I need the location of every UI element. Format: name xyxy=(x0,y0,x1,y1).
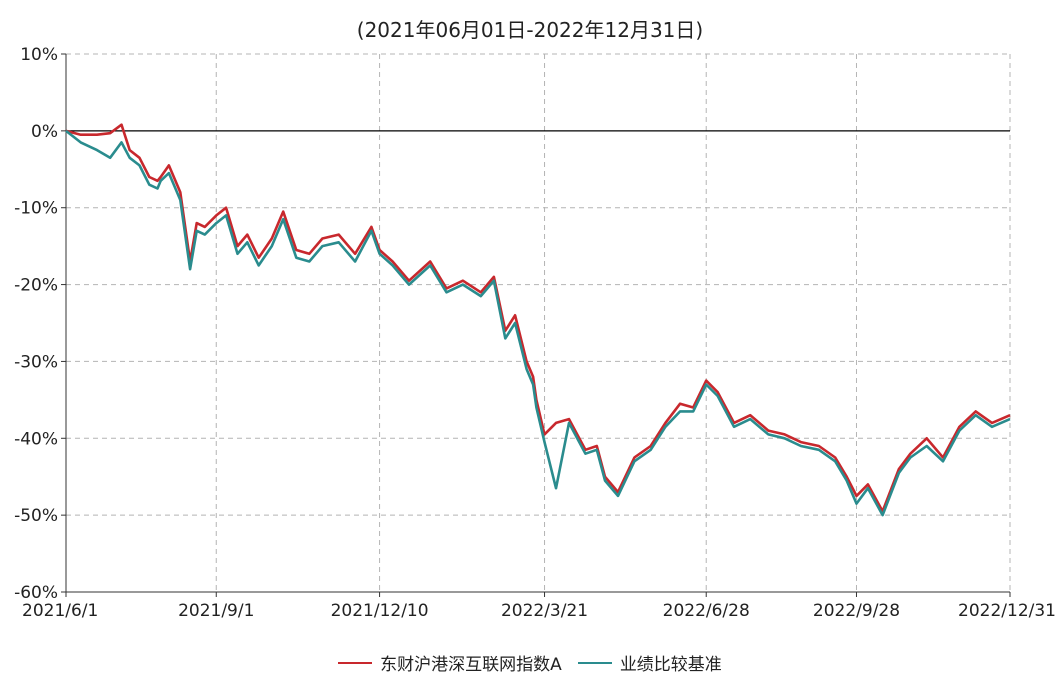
legend-swatch-fund xyxy=(338,661,373,664)
y-tick-label: 0% xyxy=(31,122,58,142)
x-tick-label: 2022/9/28 xyxy=(813,601,900,621)
axes xyxy=(61,53,1011,597)
y-tick-label: -50% xyxy=(14,506,58,526)
x-tick-label: 2021/6/1 xyxy=(22,601,98,621)
x-tick-label: 2021/12/10 xyxy=(331,601,429,621)
grid-lines xyxy=(66,53,1011,592)
y-tick-label: -30% xyxy=(14,352,58,372)
y-axis-tick-labels: 10% 0% -10% -20% -30% -40% -50% -60% xyxy=(14,45,58,603)
y-tick-label: -20% xyxy=(14,276,58,296)
series-lines xyxy=(65,123,1011,517)
x-tick-label: 2021/9/1 xyxy=(178,601,254,621)
x-tick-label: 2022/12/31 xyxy=(958,601,1056,621)
x-tick-label: 2022/6/28 xyxy=(663,601,750,621)
legend-label-benchmark: 业绩比较基准 xyxy=(619,655,722,675)
legend-swatch-benchmark xyxy=(577,661,612,664)
legend: 东财沪港深互联网指数A 业绩比较基准 xyxy=(0,650,1060,675)
legend-item-benchmark: 业绩比较基准 xyxy=(577,650,722,675)
series-line-benchmark xyxy=(65,129,1011,517)
legend-item-fund: 东财沪港深互联网指数A xyxy=(338,650,562,675)
legend-label-fund: 东财沪港深互联网指数A xyxy=(380,655,562,675)
y-tick-label: -60% xyxy=(14,583,58,603)
x-axis-tick-labels: 2021/6/1 2021/9/1 2021/12/10 2022/3/21 2022/… xyxy=(22,601,1056,621)
line-chart: 10%0%-10%-20%-30%-40%-50%-60% 2021/6/1 20… xyxy=(14,45,1056,621)
y-tick-label: -10% xyxy=(14,199,58,219)
chart-subtitle: (2021年06月01日-2022年12月31日) xyxy=(356,18,704,42)
y-tick-label: -40% xyxy=(14,429,58,449)
y-tick-label: 10% xyxy=(20,45,58,65)
series-line-fund xyxy=(65,123,1011,513)
x-tick-label: 2022/3/21 xyxy=(501,601,588,621)
